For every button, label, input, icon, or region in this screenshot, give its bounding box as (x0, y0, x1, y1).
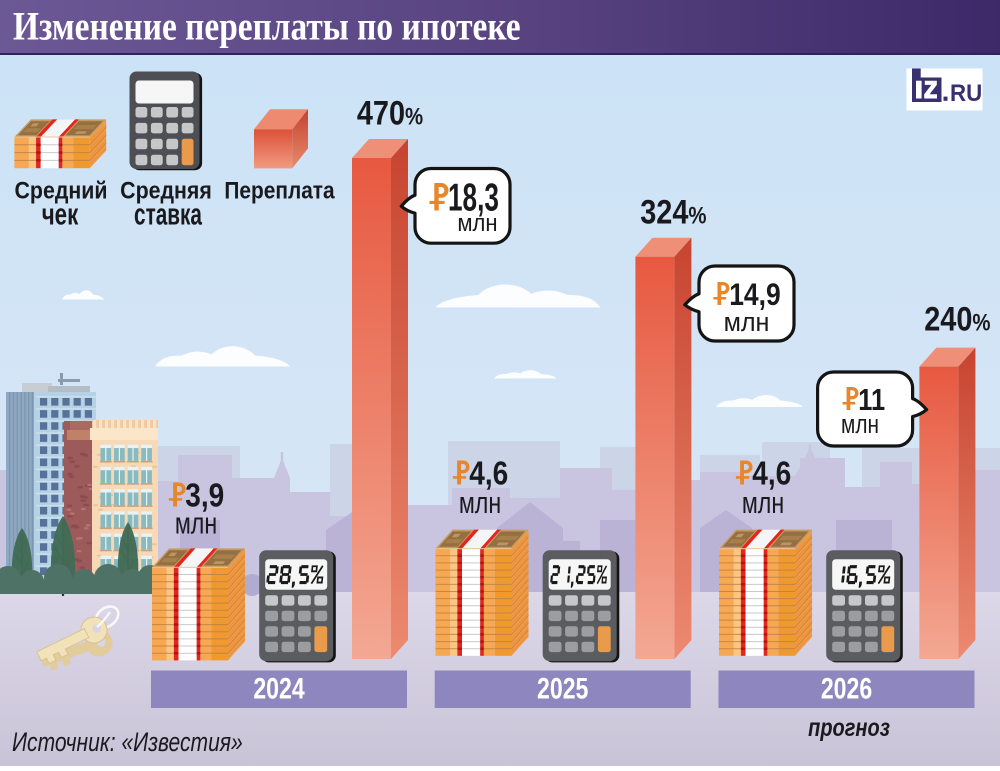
svg-text:RU: RU (950, 79, 982, 106)
svg-text:Средняя: Средняя (120, 176, 212, 203)
svg-text:2024: 2024 (253, 672, 304, 706)
svg-text:чек: чек (42, 197, 79, 231)
svg-text:11: 11 (858, 383, 885, 418)
svg-text:4,6: 4,6 (752, 455, 791, 492)
svg-text:прогноз: прогноз (808, 714, 890, 742)
svg-text:3,9: 3,9 (185, 477, 224, 514)
svg-text:млн: млн (724, 308, 770, 337)
svg-text:Источник: «Известия»: Источник: «Известия» (12, 728, 243, 758)
svg-text:млн: млн (841, 410, 879, 439)
svg-text:2025: 2025 (537, 672, 588, 706)
svg-text:18,3: 18,3 (448, 175, 499, 218)
svg-text:Переплата: Переплата (224, 177, 335, 204)
svg-text:14,9: 14,9 (729, 278, 780, 313)
svg-text:Средний: Средний (14, 176, 107, 203)
svg-text:ставка: ставка (134, 196, 202, 231)
svg-text:млн: млн (459, 485, 501, 520)
svg-text:млн: млн (457, 209, 497, 236)
svg-text:млн: млн (742, 485, 784, 520)
svg-text:4,6: 4,6 (469, 455, 508, 492)
svg-text:млн: млн (175, 505, 217, 540)
svg-text:Изменение переплаты по ипотеке: Изменение переплаты по ипотеке (13, 4, 521, 49)
svg-text:2026: 2026 (821, 672, 872, 706)
